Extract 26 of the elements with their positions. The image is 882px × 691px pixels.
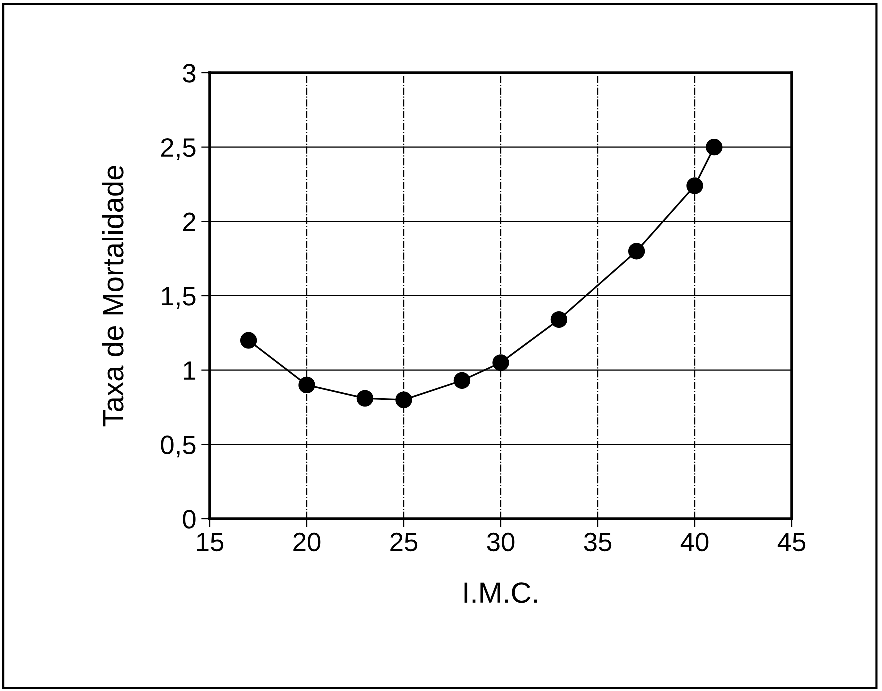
point bbox=[686, 178, 704, 194]
point bbox=[298, 376, 316, 394]
x-tick-label: 15 bbox=[197, 533, 224, 552]
y-tick-label: 1,5 bbox=[162, 287, 196, 309]
y-tick-label: 3 bbox=[183, 64, 196, 83]
x-tick-label: 20 bbox=[294, 532, 321, 552]
y-tick-label: 0,5 bbox=[161, 436, 196, 458]
point bbox=[492, 354, 510, 372]
point bbox=[706, 139, 723, 156]
x-tick-label: 45 bbox=[778, 533, 806, 552]
point bbox=[356, 390, 374, 407]
point bbox=[396, 392, 412, 408]
x-tick-label: 40 bbox=[680, 532, 709, 552]
point bbox=[454, 372, 471, 390]
point bbox=[240, 332, 258, 349]
y-tick-label: 1 bbox=[184, 362, 196, 380]
y-tick-label: 2,5 bbox=[161, 138, 196, 160]
x-tick-label: 30 bbox=[487, 532, 515, 552]
x-tick-label: 35 bbox=[584, 532, 612, 552]
y-tick-label: 2 bbox=[183, 212, 196, 232]
y-tick-label: 0 bbox=[183, 510, 196, 529]
point bbox=[550, 311, 568, 328]
x-tick-label: 25 bbox=[390, 532, 418, 552]
x-axis-title: I.M.C. bbox=[464, 582, 538, 604]
y-axis-title: Taxa de Mortalidade bbox=[102, 166, 124, 427]
point bbox=[628, 243, 646, 260]
